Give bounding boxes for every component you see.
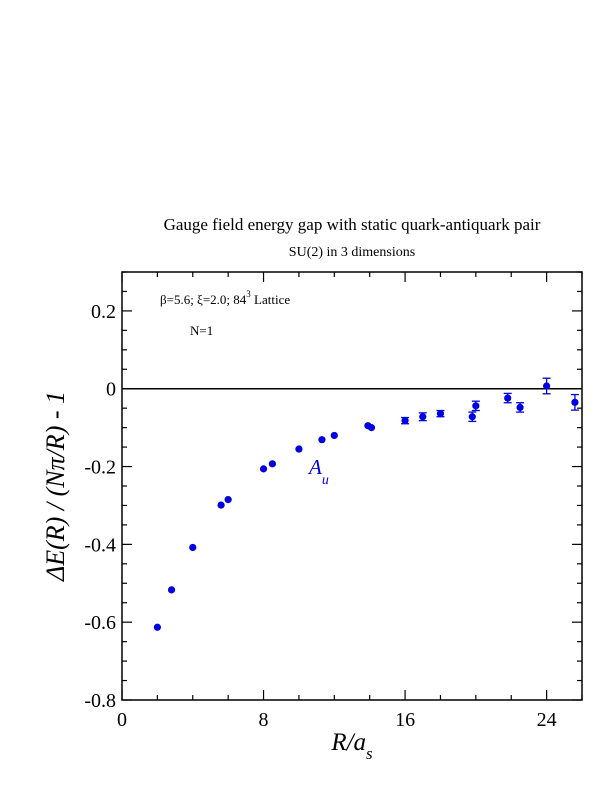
- point-marker: [224, 496, 232, 504]
- n-annotation: N=1: [190, 323, 213, 338]
- point-marker: [472, 402, 480, 410]
- data-point: [418, 412, 427, 422]
- y-tick-label: -0.4: [84, 534, 116, 556]
- series-label-subscript: u: [322, 473, 329, 488]
- point-marker: [401, 417, 409, 425]
- data-points: [153, 377, 579, 631]
- data-point: [259, 465, 268, 473]
- point-marker: [543, 382, 551, 390]
- data-point: [217, 501, 225, 509]
- data-point: [542, 377, 551, 395]
- point-marker: [468, 413, 476, 421]
- data-point: [295, 445, 303, 453]
- point-marker: [571, 398, 579, 406]
- data-point: [401, 416, 410, 425]
- point-marker: [419, 413, 427, 421]
- data-point: [468, 411, 477, 423]
- data-point: [367, 424, 376, 432]
- point-marker: [268, 460, 276, 468]
- data-point: [224, 496, 232, 504]
- data-point: [167, 586, 176, 594]
- x-axis-label: R/as: [330, 729, 373, 763]
- point-marker: [516, 403, 524, 412]
- data-point: [471, 400, 480, 412]
- data-point: [330, 431, 338, 440]
- x-axis-label-subscript: s: [366, 744, 373, 763]
- data-point: [503, 392, 512, 404]
- data-point: [516, 402, 525, 413]
- data-point: [318, 436, 326, 444]
- point-marker: [167, 586, 176, 594]
- y-tick-label: 0: [106, 379, 116, 401]
- point-marker: [504, 394, 512, 402]
- point-marker: [189, 543, 197, 552]
- params-annotation: β=5.6; ξ=2.0; 843 Lattice: [160, 289, 290, 307]
- x-tick-labels: 0 8 16 24: [117, 709, 557, 731]
- data-point: [153, 623, 161, 631]
- series-label: Au: [307, 455, 329, 488]
- y-tick-label: 0.2: [91, 301, 116, 323]
- x-tick-label: 16: [395, 709, 415, 731]
- y-tick-label: -0.2: [84, 457, 116, 479]
- point-marker: [436, 410, 445, 418]
- point-marker: [367, 424, 376, 432]
- data-point: [570, 393, 579, 411]
- x-tick-label: 24: [537, 709, 557, 731]
- point-marker: [259, 465, 268, 473]
- point-marker: [330, 431, 338, 440]
- y-axis-label: ΔE(R) / (Nπ/R) - 1: [41, 391, 70, 582]
- chart-title: Gauge field energy gap with static quark…: [164, 215, 541, 234]
- point-marker: [217, 501, 225, 509]
- data-point: [436, 409, 445, 418]
- point-marker: [153, 623, 161, 631]
- params-superscript: 3: [246, 289, 251, 299]
- y-tick-labels: -0.8 -0.6 -0.4 -0.2 0 0.2: [84, 301, 116, 712]
- x-tick-label: 8: [259, 709, 269, 731]
- point-marker: [295, 445, 303, 453]
- data-point: [189, 543, 197, 552]
- point-marker: [318, 436, 326, 444]
- y-tick-label: -0.8: [84, 690, 116, 712]
- chart-subtitle: SU(2) in 3 dimensions: [289, 245, 415, 260]
- data-point: [268, 460, 276, 468]
- x-tick-label: 0: [117, 709, 127, 731]
- y-tick-label: -0.6: [84, 612, 116, 634]
- minor-ticks: [122, 271, 583, 700]
